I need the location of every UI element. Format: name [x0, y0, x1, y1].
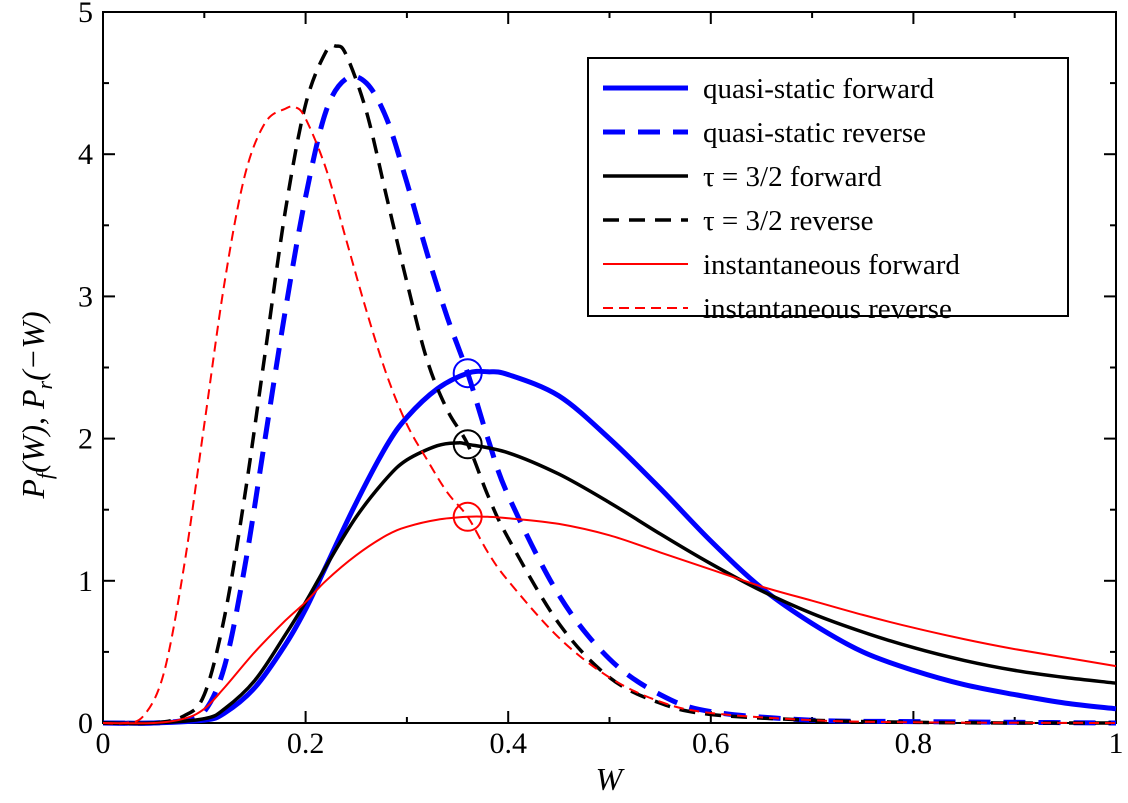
x-axis-label: W: [596, 761, 626, 797]
x-tick-label: 0: [96, 727, 111, 760]
x-tick-label: 0.6: [692, 727, 730, 760]
x-tick-label: 0.2: [287, 727, 325, 760]
series-line-2: [102, 441, 1117, 726]
axis-ticks: 0 0.2 0.4 0.6 0.8 1 0 1 2 3 4 5: [78, 0, 1124, 760]
y-tick-label: 3: [78, 280, 93, 313]
y-label-sub-r: r: [32, 380, 57, 389]
legend-label-3: τ = 3/2 reverse: [703, 205, 874, 237]
y-tick-label: 2: [78, 423, 93, 456]
marker-layer: [452, 358, 483, 532]
crossing-marker-1: [452, 429, 483, 460]
series-line-0: [102, 368, 1117, 726]
legend: quasi-static forward quasi-static reverse…: [587, 57, 1069, 325]
y-label-mid: (W),: [15, 409, 51, 473]
legend-label-1: quasi-static reverse: [703, 117, 926, 149]
y-tick-label: 0: [78, 707, 93, 740]
crossing-marker-2: [452, 501, 483, 532]
series-line-1: [102, 73, 1117, 726]
y-tick-label: 4: [78, 138, 93, 171]
legend-box: [587, 57, 1069, 317]
x-tick-label: 0.8: [895, 727, 933, 760]
legend-label-5: instantaneous reverse: [703, 293, 952, 325]
legend-label-0: quasi-static forward: [703, 73, 935, 105]
crossing-marker-0: [452, 358, 483, 389]
y-label-p1: P: [15, 479, 51, 500]
y-tick-label: 5: [78, 0, 93, 29]
x-tick-label: 1: [1109, 727, 1124, 760]
y-label-sub-f: f: [32, 470, 57, 479]
y-tick-label: 1: [78, 565, 93, 598]
x-tick-label: 0.4: [489, 727, 527, 760]
legend-label-4: instantaneous forward: [703, 249, 960, 281]
series-layer: [102, 43, 1117, 726]
legend-label-2: τ = 3/2 forward: [703, 161, 882, 193]
series-line-5: [102, 105, 1117, 725]
series-line-3: [102, 43, 1117, 726]
y-label-p2: P: [15, 389, 51, 410]
y-axis-label: Pf(W), Pr(−W): [15, 311, 57, 499]
series-line-4: [102, 515, 1117, 725]
y-label-end: (−W): [15, 311, 51, 381]
